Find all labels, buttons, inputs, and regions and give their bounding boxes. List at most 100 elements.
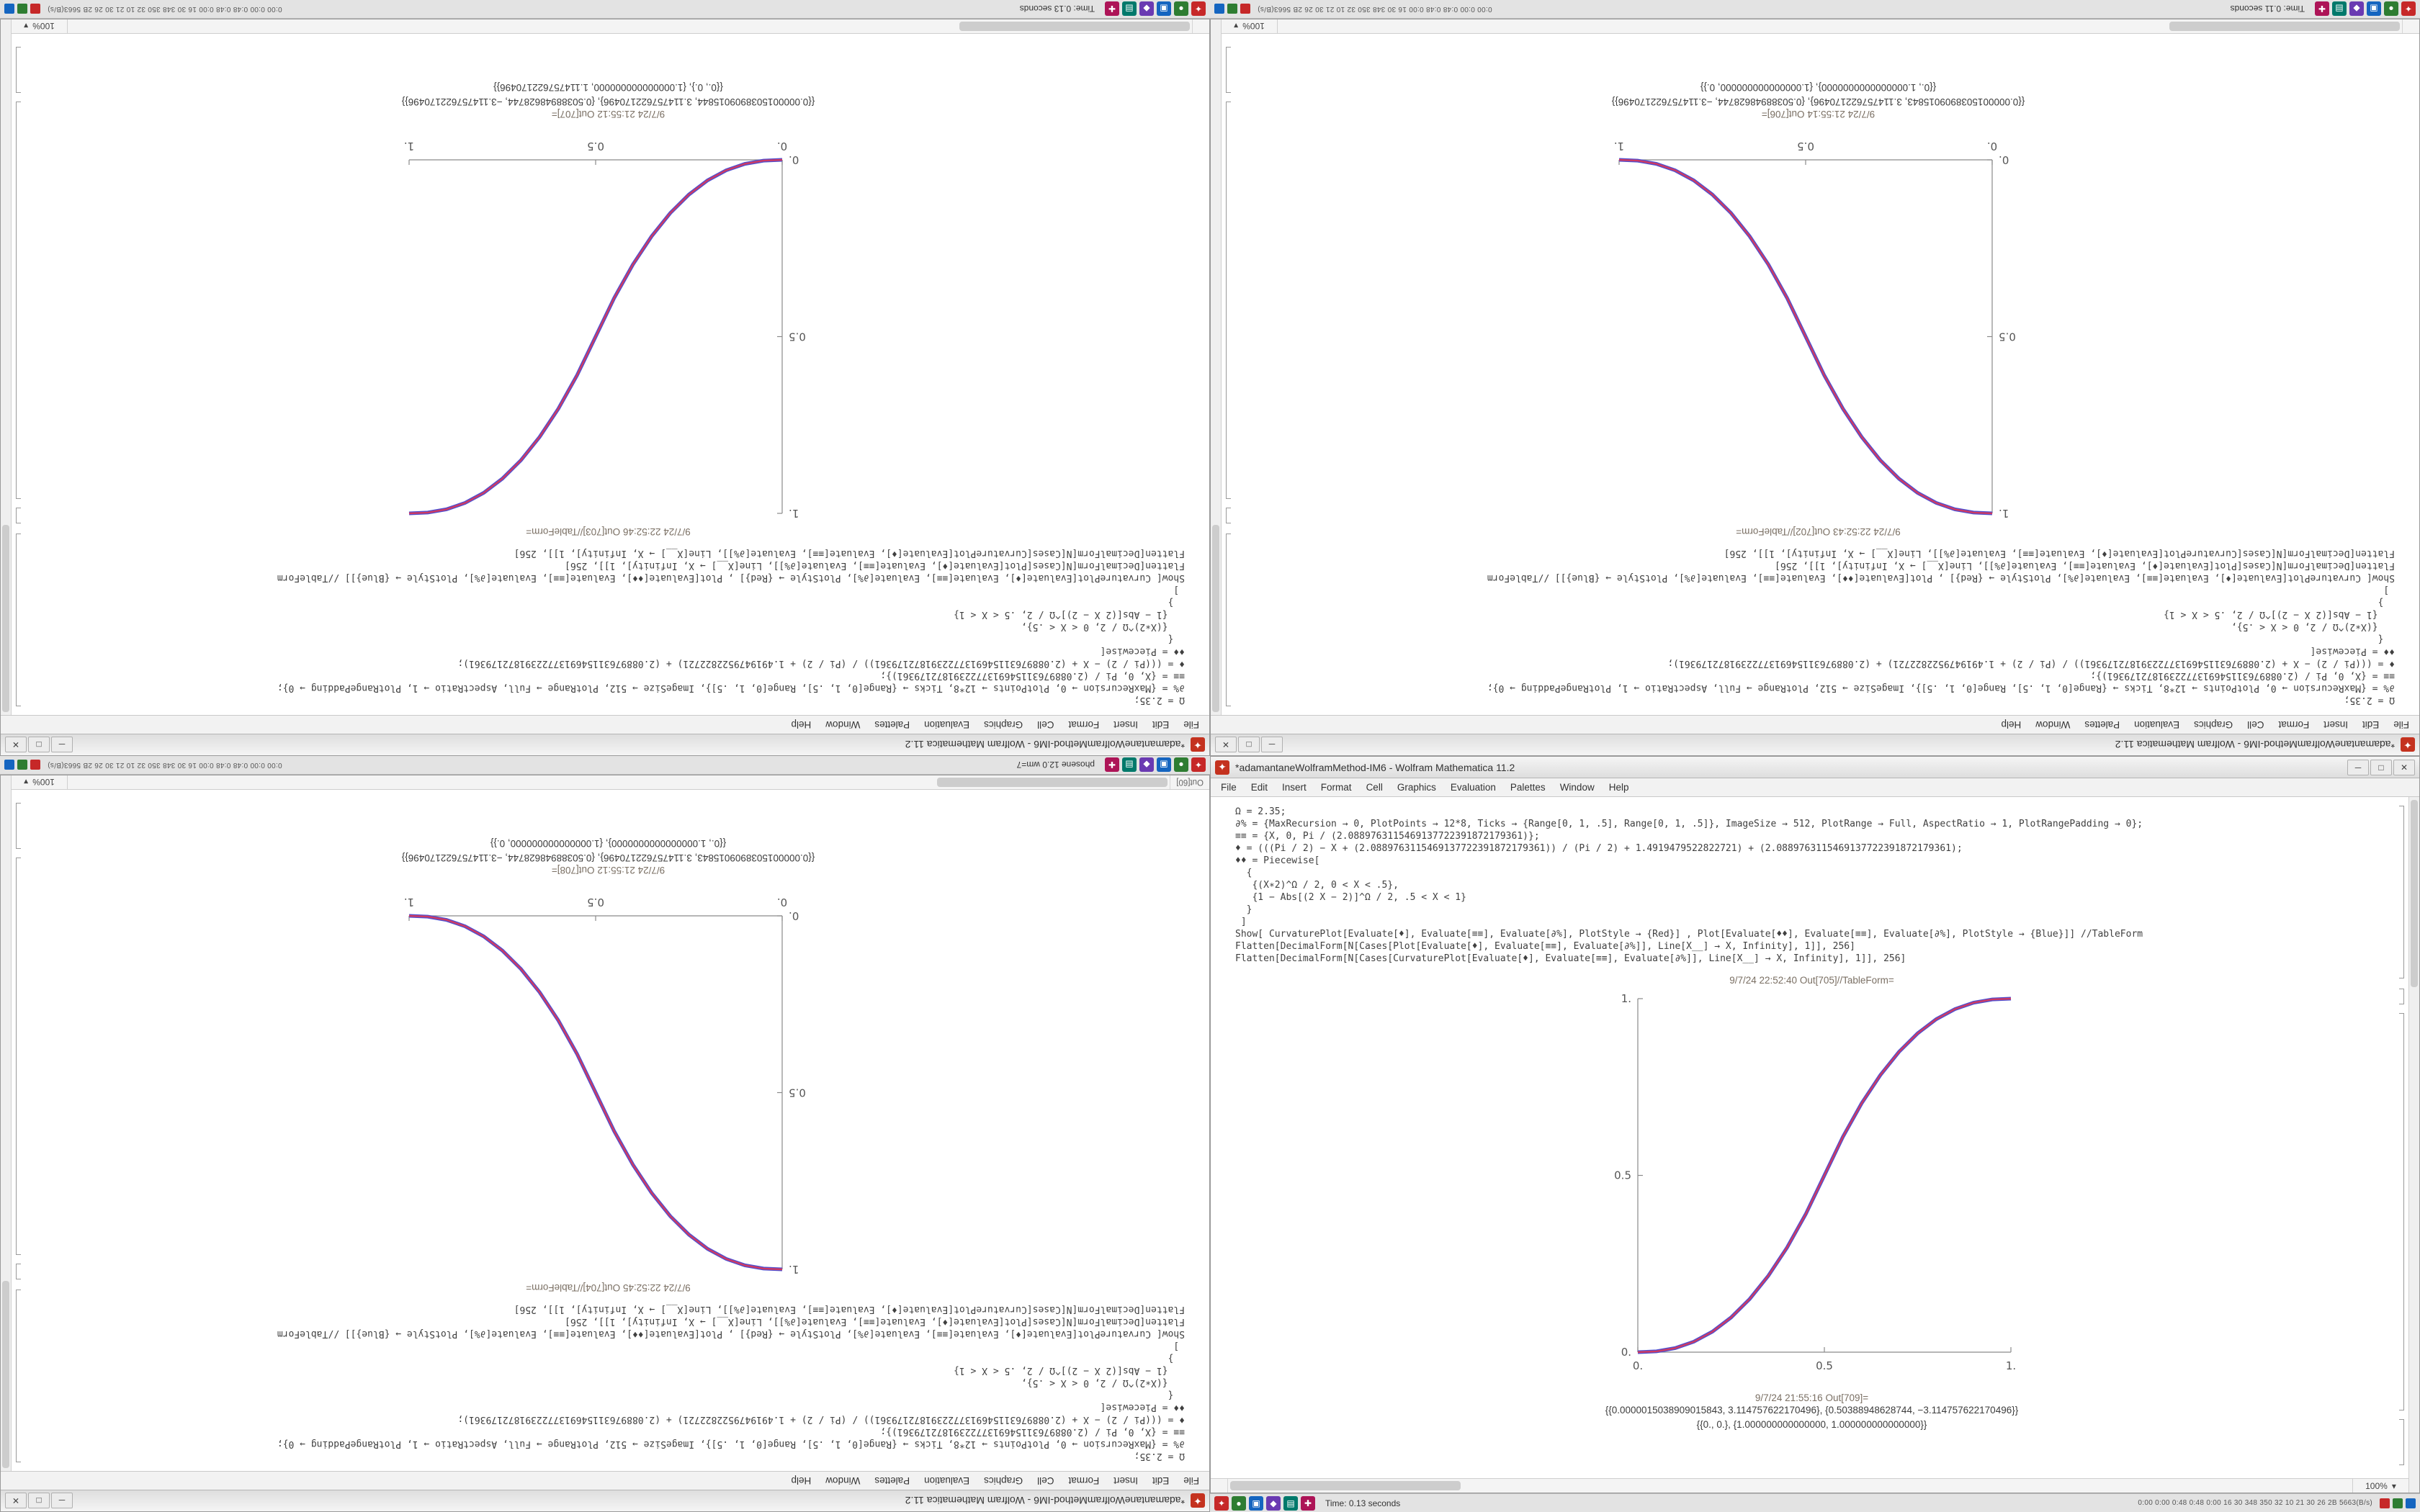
tray-icon[interactable] xyxy=(2393,1498,2403,1508)
tray-icon[interactable] xyxy=(1227,4,1237,14)
menu-item[interactable]: Palettes xyxy=(874,719,910,730)
taskbar-app-icon[interactable]: ● xyxy=(1174,757,1188,773)
code-line[interactable]: ♦ = (((Pi / 2) − X + (2.0889763115469137… xyxy=(1667,658,2395,669)
cell-bracket[interactable] xyxy=(1226,47,1231,93)
vertical-scrollbar[interactable] xyxy=(1,19,12,715)
menu-item[interactable]: Insert xyxy=(1282,782,1307,793)
menu-item[interactable]: File xyxy=(1183,1475,1199,1486)
code-line[interactable]: ≡≡ = {X, 0, Pi / (2.08897631154691377223… xyxy=(880,670,1185,681)
taskbar-app-icon[interactable]: ✚ xyxy=(1105,1,1119,17)
vertical-scrollbar[interactable] xyxy=(1211,19,1222,715)
code-line[interactable]: Flatten[DecimalForm[N[Cases[CurvaturePlo… xyxy=(514,1304,1185,1315)
maximize-button[interactable]: □ xyxy=(28,1493,50,1509)
menu-item[interactable]: File xyxy=(1221,782,1237,793)
zoom-control[interactable]: 100% ▾ xyxy=(2352,1479,2408,1493)
code-line[interactable]: ∂% = {MaxRecursion → 0, PlotPoints → 12*… xyxy=(1235,819,2143,829)
cell-bracket[interactable] xyxy=(16,102,21,499)
menu-item[interactable]: File xyxy=(1183,719,1199,730)
taskbar-app-icon[interactable]: ◆ xyxy=(2349,1,2364,17)
close-button[interactable]: ✕ xyxy=(2393,759,2415,775)
code-line[interactable]: { xyxy=(2378,634,2395,644)
cell-bracket[interactable] xyxy=(2399,1013,2404,1410)
h-scroll-thumb[interactable] xyxy=(1230,1481,1461,1490)
code-line[interactable]: ] xyxy=(1173,1341,1185,1351)
menu-item[interactable]: Help xyxy=(791,1475,812,1486)
menu-item[interactable]: Help xyxy=(2001,719,2022,730)
minimize-button[interactable]: ─ xyxy=(1261,737,1283,753)
plot-cell[interactable]: 0. 0.5 1. 0. 0.5 1. xyxy=(32,886,1185,1278)
maximize-button[interactable]: □ xyxy=(28,737,50,753)
minimize-button[interactable]: ─ xyxy=(2347,759,2369,775)
tray-icon[interactable] xyxy=(30,760,40,770)
code-line[interactable]: } xyxy=(1235,904,1252,915)
zoom-control[interactable]: 100% ▾ xyxy=(12,775,68,789)
cell-bracket[interactable] xyxy=(1226,534,1231,706)
v-scroll-thumb[interactable] xyxy=(2411,800,2418,987)
horizontal-scrollbar[interactable] xyxy=(1228,1479,2352,1493)
tray-icon[interactable] xyxy=(30,4,40,14)
plot-cell[interactable]: 0. 0.5 1. 0. 0.5 1. xyxy=(32,130,1185,522)
cell-bracket[interactable] xyxy=(16,1290,21,1462)
notebook-area[interactable]: Ω = 2.35; ∂% = {MaxRecursion → 0, PlotPoi… xyxy=(1222,34,2419,715)
menu-item[interactable]: Edit xyxy=(2362,719,2380,730)
code-line[interactable]: Ω = 2.35; xyxy=(1235,806,1286,817)
close-button[interactable]: ✕ xyxy=(5,1493,27,1509)
taskbar-app-icon[interactable]: ▣ xyxy=(1157,1,1171,17)
code-line[interactable]: {1 − Abs[(2 X − 2)]^Ω / 2, .5 < X < 1} xyxy=(954,1365,1185,1376)
code-line[interactable]: ≡≡ = {X, 0, Pi / (2.08897631154691377223… xyxy=(880,1426,1185,1437)
code-line[interactable]: ♦ = (((Pi / 2) − X + (2.0889763115469137… xyxy=(457,1414,1185,1425)
taskbar-app-icon[interactable]: ▤ xyxy=(1283,1495,1298,1511)
code-line[interactable]: ∂% = {MaxRecursion → 0, PlotPoints → 12*… xyxy=(1487,683,2395,693)
code-line[interactable]: Ω = 2.35; xyxy=(1134,695,1185,706)
taskbar-app-icon[interactable]: ◆ xyxy=(1266,1495,1281,1511)
v-scroll-thumb[interactable] xyxy=(1212,525,1219,712)
cell-bracket[interactable] xyxy=(16,803,21,849)
code-line[interactable]: { xyxy=(1168,634,1185,644)
taskbar-app-icon[interactable]: ✚ xyxy=(1301,1495,1315,1511)
menu-item[interactable]: Edit xyxy=(1152,719,1170,730)
code-line[interactable]: ♦ = (((Pi / 2) − X + (2.0889763115469137… xyxy=(457,658,1185,669)
menu-item[interactable]: Evaluation xyxy=(924,1475,970,1486)
taskbar-app-icon[interactable]: ● xyxy=(2384,1,2398,17)
code-line[interactable]: } xyxy=(1168,1353,1185,1364)
taskbar-app-icon[interactable]: ● xyxy=(1174,1,1188,17)
menu-item[interactable]: Format xyxy=(1068,1475,1100,1486)
zoom-control[interactable]: 100% ▾ xyxy=(1222,19,1278,33)
cell-bracket[interactable] xyxy=(16,508,21,523)
code-line[interactable]: ] xyxy=(2383,585,2395,595)
code-line[interactable]: ♦♦ = Piecewise[ xyxy=(2310,646,2395,657)
menu-item[interactable]: Cell xyxy=(2247,719,2264,730)
cell-bracket[interactable] xyxy=(16,1264,21,1279)
menu-item[interactable]: Evaluation xyxy=(1450,782,1496,793)
menu-item[interactable]: File xyxy=(2393,719,2409,730)
maximize-button[interactable]: □ xyxy=(1238,737,1260,753)
code-line[interactable]: ♦♦ = Piecewise[ xyxy=(1100,646,1185,657)
cell-bracket[interactable] xyxy=(16,858,21,1255)
tray-icon[interactable] xyxy=(1240,4,1250,14)
code-line[interactable]: {(X∗2)^Ω / 2, 0 < X < .5}, xyxy=(1235,880,1399,891)
curve-plot[interactable]: 0. 0.5 1. 0. 0.5 1. xyxy=(1610,130,2027,522)
curve-plot[interactable]: 0. 0.5 1. 0. 0.5 1. xyxy=(1603,990,2021,1382)
plot-cell[interactable]: 0. 0.5 1. 0. 0.5 1. xyxy=(1235,990,2388,1382)
menu-item[interactable]: Evaluation xyxy=(924,719,970,730)
tray-icon[interactable] xyxy=(17,760,27,770)
h-scroll-thumb[interactable] xyxy=(959,22,1190,31)
tray-icon[interactable] xyxy=(17,4,27,14)
v-scroll-thumb[interactable] xyxy=(2,525,9,712)
cell-bracket[interactable] xyxy=(2399,1419,2404,1465)
curve-plot[interactable]: 0. 0.5 1. 0. 0.5 1. xyxy=(400,886,817,1278)
horizontal-scrollbar[interactable] xyxy=(68,19,1192,33)
menu-item[interactable]: Format xyxy=(2278,719,2310,730)
taskbar-app-icon[interactable]: ✦ xyxy=(1191,757,1206,773)
taskbar-app-icon[interactable]: ◆ xyxy=(1139,757,1154,773)
menu-item[interactable]: Edit xyxy=(1250,782,1268,793)
menu-item[interactable]: Cell xyxy=(1037,719,1054,730)
h-scroll-thumb[interactable] xyxy=(2169,22,2400,31)
plot-cell[interactable]: 0. 0.5 1. 0. 0.5 1. xyxy=(1242,130,2395,522)
window-titlebar[interactable]: ✦ *adamantaneWolframMethod-IM6 - Wolfram… xyxy=(1,1490,1209,1511)
taskbar-app-icon[interactable]: ▣ xyxy=(2367,1,2381,17)
code-line[interactable]: Show[ CurvaturePlot[Evaluate[♦], Evaluat… xyxy=(277,572,1185,583)
horizontal-scrollbar[interactable] xyxy=(1278,19,2402,33)
tray-icon[interactable] xyxy=(4,4,14,14)
cell-bracket[interactable] xyxy=(2399,806,2404,978)
